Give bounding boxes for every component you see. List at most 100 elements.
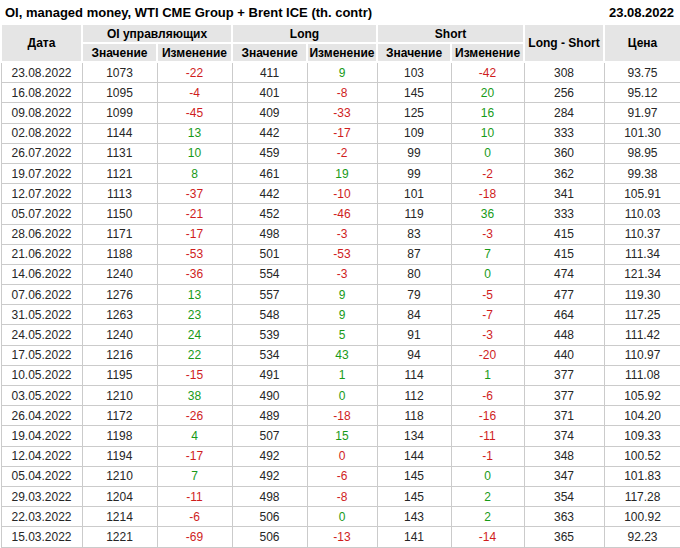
oi-change-cell: 22 [157, 345, 232, 365]
long-value-cell: 498 [232, 224, 307, 244]
date-cell: 19.07.2022 [1, 163, 82, 183]
oi-change-cell: 8 [157, 163, 232, 183]
short-value-cell: 109 [377, 123, 451, 143]
date-cell: 09.08.2022 [1, 103, 82, 123]
long-value-cell: 557 [232, 285, 307, 305]
oi-change-cell: -69 [157, 527, 232, 547]
oi-change-cell: -15 [157, 365, 232, 385]
oi-value-cell: 1113 [82, 184, 157, 204]
price-cell: 111.42 [604, 325, 680, 345]
short-value-cell: 99 [377, 163, 451, 183]
short-value-cell: 143 [377, 507, 451, 527]
long-short-cell: 363 [524, 507, 604, 527]
oi-value-cell: 1240 [82, 264, 157, 284]
short-value-cell: 145 [377, 486, 451, 506]
date-cell: 14.06.2022 [1, 264, 82, 284]
short-value-cell: 144 [377, 446, 451, 466]
oi-value-cell: 1276 [82, 285, 157, 305]
oi-change-cell: -22 [157, 62, 232, 83]
oi-change-cell: -11 [157, 486, 232, 506]
short-value-cell: 118 [377, 406, 451, 426]
date-cell: 02.08.2022 [1, 123, 82, 143]
long-short-cell: 464 [524, 305, 604, 325]
col-header-short-value: Значение [377, 43, 451, 62]
long-change-cell: 0 [307, 446, 377, 466]
oi-change-cell: -17 [157, 224, 232, 244]
long-short-cell: 377 [524, 386, 604, 406]
page-title: OI, managed money, WTI CME Group + Brent… [5, 5, 372, 20]
oi-value-cell: 1150 [82, 204, 157, 224]
long-value-cell: 401 [232, 83, 307, 103]
date-cell: 29.03.2022 [1, 486, 82, 506]
short-change-cell: 7 [451, 244, 524, 264]
long-change-cell: -33 [307, 103, 377, 123]
long-change-cell: 9 [307, 62, 377, 83]
short-value-cell: 99 [377, 143, 451, 163]
long-value-cell: 461 [232, 163, 307, 183]
long-value-cell: 489 [232, 406, 307, 426]
long-short-cell: 448 [524, 325, 604, 345]
long-value-cell: 506 [232, 507, 307, 527]
col-header-long-value: Значение [232, 43, 307, 62]
price-cell: 121.34 [604, 264, 680, 284]
oi-change-cell: -36 [157, 264, 232, 284]
date-cell: 17.05.2022 [1, 345, 82, 365]
oi-value-cell: 1263 [82, 305, 157, 325]
table-row: 21.06.20221188-53501-53877415111.34 [1, 244, 680, 264]
short-change-cell: -16 [451, 406, 524, 426]
oi-value-cell: 1210 [82, 466, 157, 486]
oi-value-cell: 1144 [82, 123, 157, 143]
short-change-cell: -14 [451, 527, 524, 547]
long-short-cell: 362 [524, 163, 604, 183]
date-cell: 03.05.2022 [1, 386, 82, 406]
oi-value-cell: 1073 [82, 62, 157, 83]
long-change-cell: -46 [307, 204, 377, 224]
long-change-cell: 15 [307, 426, 377, 446]
long-value-cell: 452 [232, 204, 307, 224]
oi-value-cell: 1171 [82, 224, 157, 244]
date-cell: 12.04.2022 [1, 446, 82, 466]
date-cell: 21.06.2022 [1, 244, 82, 264]
price-cell: 104.20 [604, 406, 680, 426]
long-value-cell: 459 [232, 143, 307, 163]
short-change-cell: 36 [451, 204, 524, 224]
oi-value-cell: 1240 [82, 325, 157, 345]
oi-table: Дата OI управляющих Long Short Long - Sh… [0, 23, 680, 548]
long-value-cell: 554 [232, 264, 307, 284]
long-short-cell: 308 [524, 62, 604, 83]
oi-value-cell: 1131 [82, 143, 157, 163]
oi-value-cell: 1188 [82, 244, 157, 264]
long-value-cell: 409 [232, 103, 307, 123]
table-row: 05.07.20221150-21452-4611936333110.03 [1, 204, 680, 224]
table-row: 02.08.2022114413442-1710910333101.30 [1, 123, 680, 143]
short-change-cell: -11 [451, 426, 524, 446]
long-change-cell: 5 [307, 325, 377, 345]
short-change-cell: 2 [451, 486, 524, 506]
table-row: 12.07.20221113-37442-10101-18341105.91 [1, 184, 680, 204]
oi-change-cell: 4 [157, 426, 232, 446]
short-value-cell: 125 [377, 103, 451, 123]
short-value-cell: 101 [377, 184, 451, 204]
date-cell: 28.06.2022 [1, 224, 82, 244]
price-cell: 91.97 [604, 103, 680, 123]
table-row: 28.06.20221171-17498-383-3415110.37 [1, 224, 680, 244]
long-value-cell: 506 [232, 527, 307, 547]
date-cell: 26.04.2022 [1, 406, 82, 426]
col-header-price: Цена [604, 24, 680, 62]
oi-value-cell: 1099 [82, 103, 157, 123]
price-cell: 105.92 [604, 386, 680, 406]
table-row: 22.03.20221214-650601432363100.92 [1, 507, 680, 527]
long-short-cell: 348 [524, 446, 604, 466]
table-body: 23.08.20221073-224119103-4230893.7516.08… [1, 62, 680, 547]
col-group-oi: OI управляющих [82, 24, 232, 43]
oi-change-cell: 13 [157, 285, 232, 305]
long-change-cell: 1 [307, 365, 377, 385]
short-change-cell: 2 [451, 507, 524, 527]
date-cell: 31.05.2022 [1, 305, 82, 325]
price-cell: 101.83 [604, 466, 680, 486]
col-header-long-change: Изменение [307, 43, 377, 62]
short-change-cell: -18 [451, 184, 524, 204]
long-value-cell: 507 [232, 426, 307, 446]
long-short-cell: 333 [524, 123, 604, 143]
table-row: 26.07.2022113110459-299036098.95 [1, 143, 680, 163]
